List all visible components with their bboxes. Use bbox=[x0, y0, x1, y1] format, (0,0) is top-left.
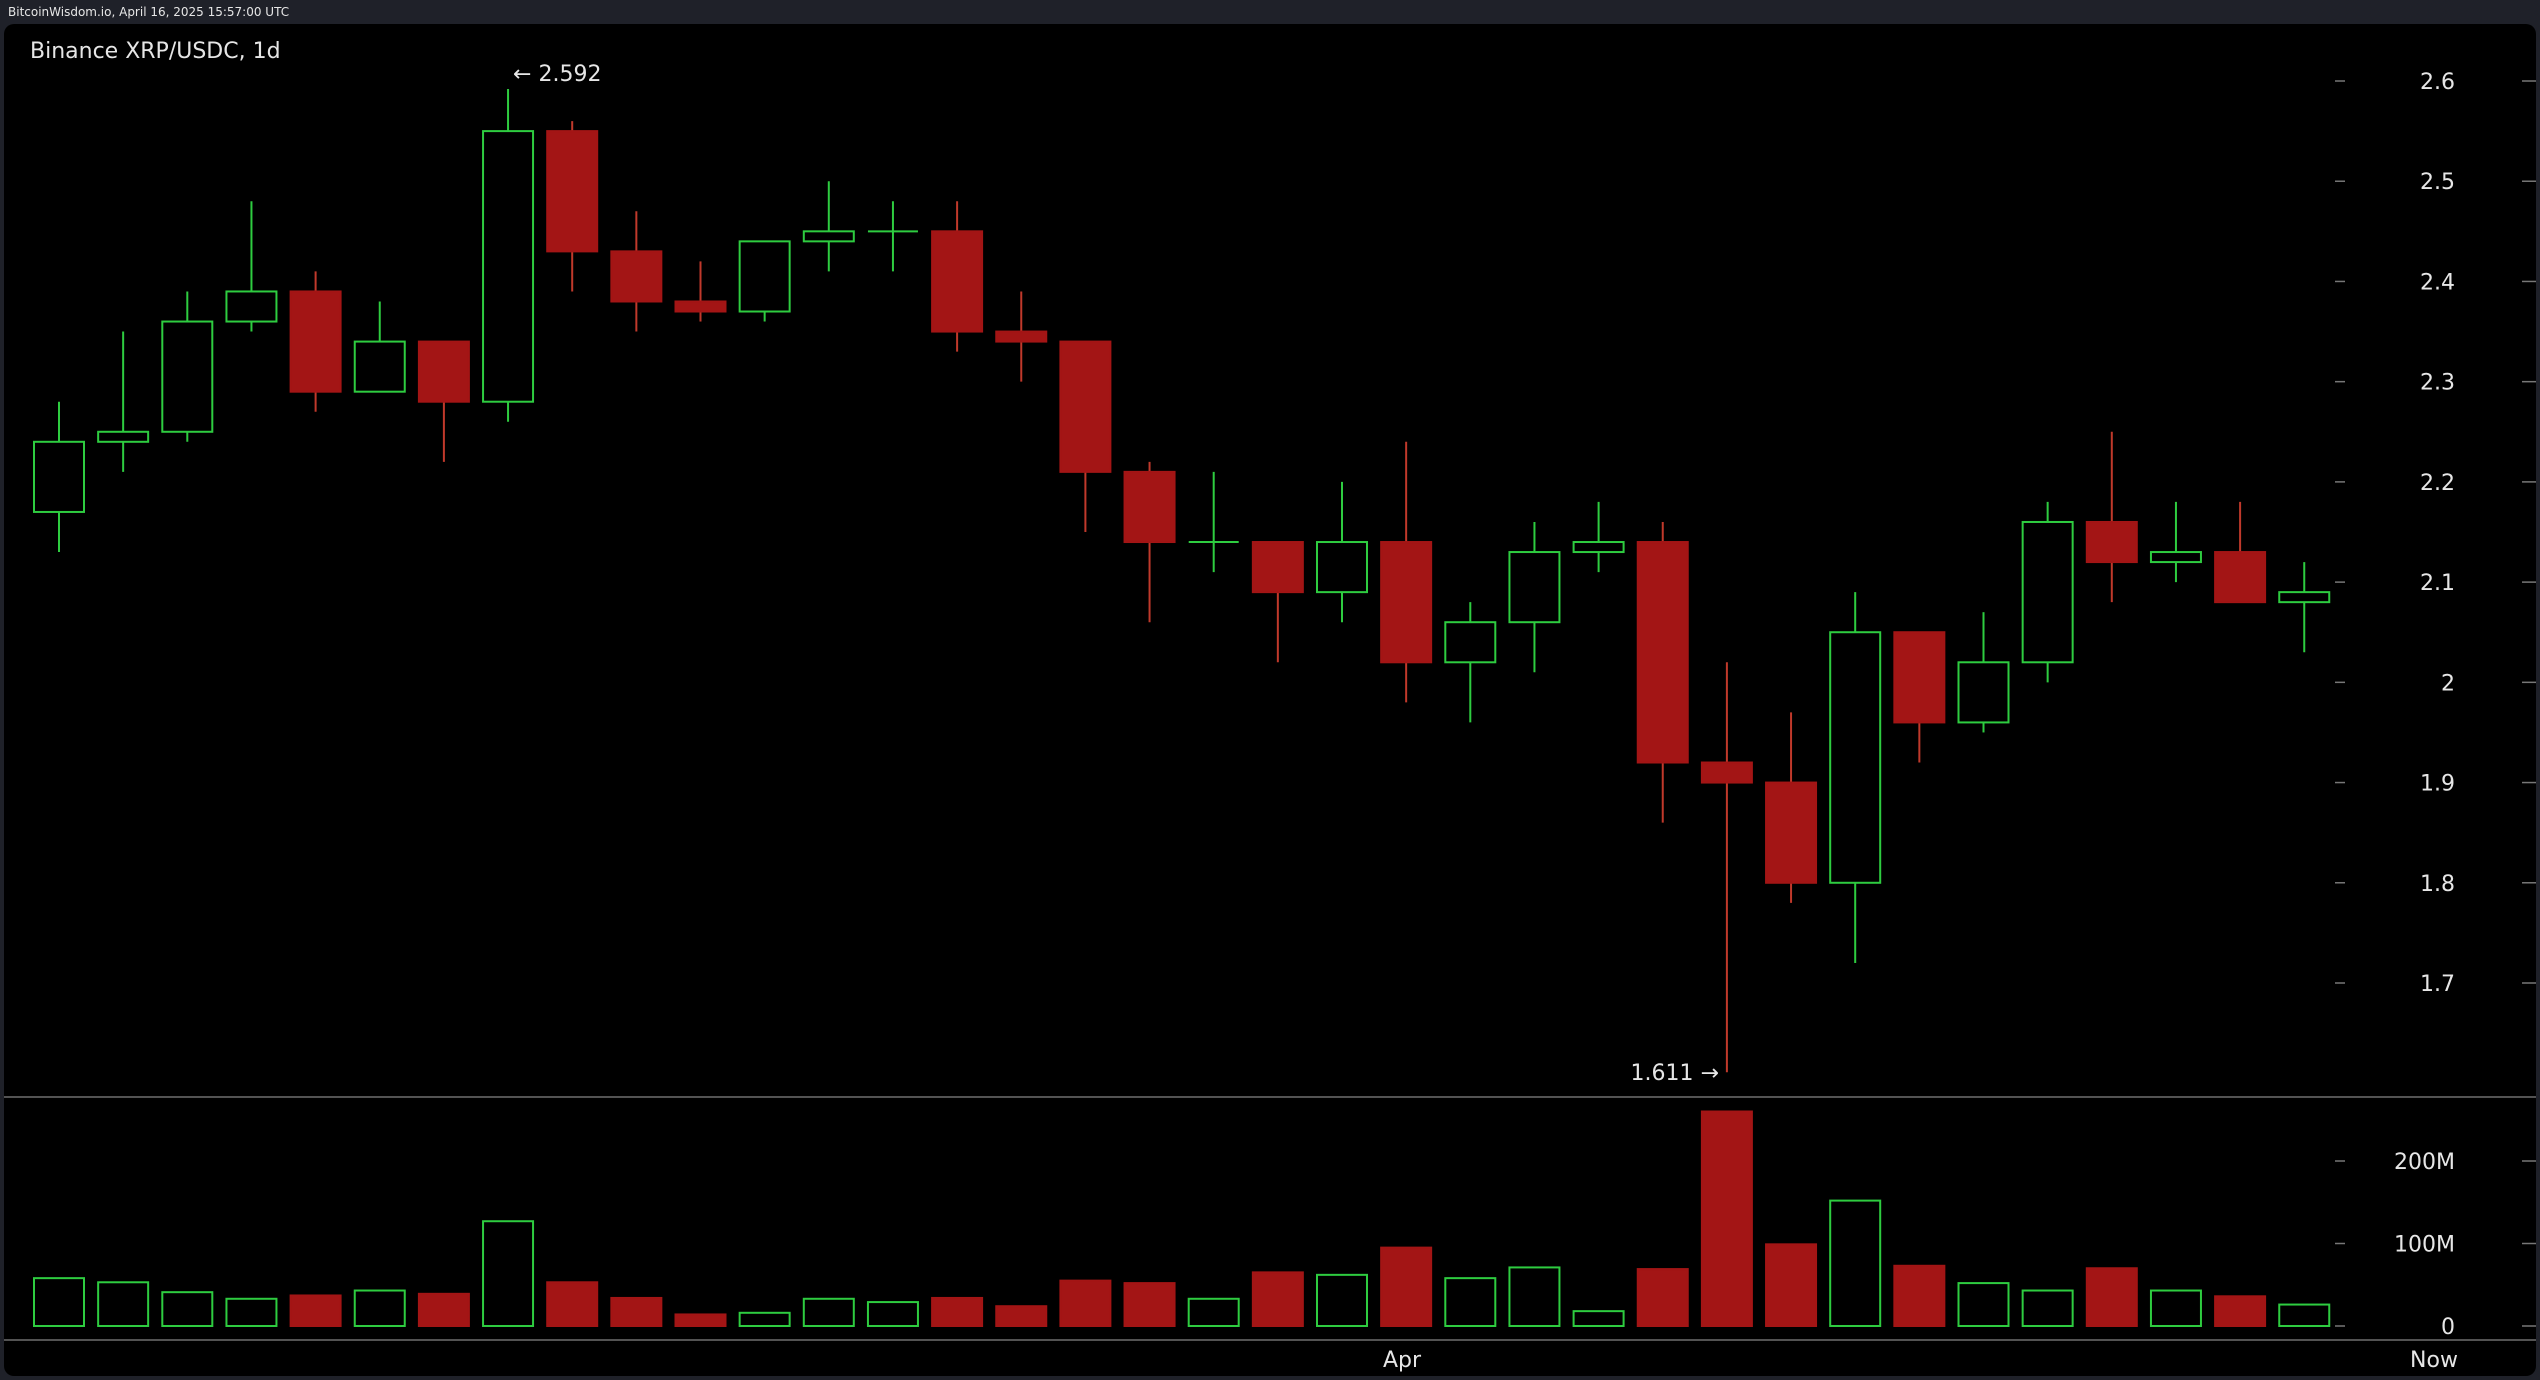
candle-body bbox=[802, 230, 855, 243]
candle-body bbox=[97, 430, 150, 443]
candle-body bbox=[1316, 541, 1368, 594]
volume-bar bbox=[610, 1296, 663, 1327]
volume-bar bbox=[2021, 1289, 2074, 1328]
candle-body bbox=[289, 290, 342, 393]
candle-body bbox=[1123, 470, 1176, 544]
volume-bar bbox=[1893, 1264, 1946, 1328]
volume-bar bbox=[1636, 1268, 1689, 1327]
candle-body bbox=[546, 130, 599, 253]
price-tick-label: 1.7 bbox=[2420, 972, 2455, 997]
candle-body bbox=[674, 300, 727, 313]
volume-bar bbox=[1444, 1277, 1497, 1328]
volume-bar bbox=[225, 1297, 278, 1328]
volume-bar bbox=[738, 1311, 791, 1328]
candle-body bbox=[1251, 541, 1304, 594]
candle-body bbox=[2214, 551, 2267, 604]
volume-bar bbox=[161, 1291, 214, 1328]
volume-bar bbox=[866, 1301, 919, 1327]
candle-body bbox=[610, 250, 663, 303]
price-tick-label: 2.3 bbox=[2420, 371, 2455, 396]
candle-body bbox=[353, 340, 406, 393]
candle-body bbox=[2085, 520, 2138, 564]
candle-body bbox=[1508, 551, 1561, 624]
volume-bar bbox=[1251, 1271, 1304, 1327]
volume-bar bbox=[2085, 1267, 2138, 1327]
time-axis: Apr Now bbox=[1383, 1348, 2458, 1373]
chart-title: Binance XRP/USDC, 1d bbox=[30, 39, 281, 64]
high-annotation: ← 2.592 bbox=[513, 62, 601, 87]
time-axis-label: Now bbox=[2410, 1348, 2458, 1373]
price-axis: 2.6 2.5 2.4 2.3 2.2 2.1 2 1.9 1.8 1.7 bbox=[2335, 70, 2536, 997]
price-tick-label: 2.4 bbox=[2420, 270, 2455, 295]
candle-body bbox=[161, 320, 214, 433]
candle-body bbox=[1957, 661, 2010, 724]
volume-bar bbox=[1380, 1246, 1433, 1327]
candle-body bbox=[995, 330, 1048, 343]
volume-bar bbox=[289, 1294, 342, 1327]
candle-body bbox=[33, 440, 85, 513]
volume-bar bbox=[417, 1292, 470, 1327]
price-tick-label: 2.5 bbox=[2420, 170, 2455, 195]
candle-body bbox=[1444, 621, 1497, 664]
volume-bar bbox=[1957, 1282, 2010, 1327]
candle-body bbox=[482, 130, 535, 403]
volume-bar bbox=[1829, 1199, 1882, 1327]
candle-body bbox=[2278, 591, 2331, 604]
candle-body bbox=[1765, 781, 1818, 884]
chart-panel bbox=[4, 24, 2536, 1376]
candle-body bbox=[738, 240, 791, 313]
price-tick-label: 1.8 bbox=[2420, 872, 2455, 897]
candle-body bbox=[931, 230, 984, 333]
volume-bars bbox=[33, 1110, 2331, 1328]
price-tick-label: 2.2 bbox=[2420, 471, 2455, 496]
volume-bar bbox=[2278, 1303, 2331, 1328]
candle-body bbox=[1700, 761, 1753, 784]
candle-body bbox=[225, 290, 278, 323]
volume-bar bbox=[1508, 1266, 1561, 1328]
low-annotation: 1.611 → bbox=[1630, 1061, 1718, 1086]
price-tick-label: 1.9 bbox=[2420, 772, 2455, 797]
top-bar: BitcoinWisdom.io, April 16, 2025 15:57:0… bbox=[0, 0, 2540, 24]
volume-bar bbox=[482, 1220, 535, 1327]
volume-bar bbox=[1765, 1243, 1818, 1327]
candle-body bbox=[1893, 631, 1946, 724]
candle-body bbox=[1636, 541, 1689, 764]
volume-bar bbox=[546, 1281, 599, 1328]
volume-bar bbox=[353, 1289, 406, 1328]
price-tick-label: 2.1 bbox=[2420, 571, 2455, 596]
volume-tick-label: 100M bbox=[2394, 1233, 2455, 1258]
price-candles bbox=[33, 89, 2331, 1073]
source-timestamp: BitcoinWisdom.io, April 16, 2025 15:57:0… bbox=[8, 5, 290, 19]
volume-bar bbox=[1572, 1310, 1625, 1328]
volume-bar bbox=[995, 1305, 1048, 1327]
volume-bar bbox=[2214, 1295, 2267, 1328]
volume-bar bbox=[802, 1297, 855, 1328]
volume-bar bbox=[33, 1277, 85, 1328]
price-tick-label: 2.6 bbox=[2420, 70, 2455, 95]
volume-bar bbox=[97, 1281, 150, 1328]
volume-bar bbox=[1187, 1297, 1240, 1328]
volume-bar bbox=[931, 1296, 984, 1327]
candle-body bbox=[2149, 551, 2202, 564]
volume-bar bbox=[1059, 1279, 1112, 1327]
volume-bar bbox=[2149, 1289, 2202, 1328]
candle-body bbox=[2021, 520, 2074, 664]
price-tick-label: 2 bbox=[2441, 671, 2455, 696]
volume-bar bbox=[1123, 1282, 1176, 1327]
volume-tick-label: 200M bbox=[2394, 1150, 2455, 1175]
volume-axis: 200M 100M 0 bbox=[2335, 1150, 2536, 1340]
candle-body bbox=[1380, 541, 1433, 664]
candle-body bbox=[1829, 631, 1882, 884]
candle-body bbox=[1059, 340, 1112, 473]
volume-bar bbox=[1700, 1110, 1753, 1327]
time-axis-label: Apr bbox=[1383, 1348, 1422, 1373]
volume-tick-label: 0 bbox=[2441, 1315, 2455, 1340]
volume-bar bbox=[1316, 1273, 1368, 1327]
candle-body bbox=[1572, 541, 1625, 554]
candle-body bbox=[417, 340, 470, 403]
volume-bar bbox=[674, 1313, 727, 1327]
